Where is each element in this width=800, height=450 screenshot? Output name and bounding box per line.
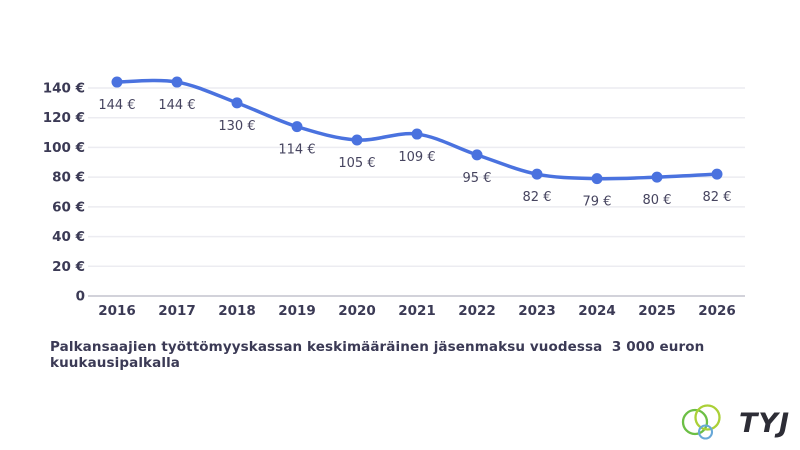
- data-point-marker: [471, 149, 483, 161]
- data-point-label: 109 €: [398, 150, 435, 165]
- data-point-marker: [651, 171, 663, 183]
- logo-blue-circle: [697, 424, 714, 440]
- x-axis-tick-label: 2025: [638, 303, 676, 319]
- data-point-marker: [411, 128, 423, 140]
- data-point-marker: [591, 173, 603, 185]
- y-axis-tick-label: 20 €: [52, 259, 85, 275]
- x-axis-tick-label: 2017: [158, 303, 196, 319]
- data-point-label: 82 €: [703, 190, 732, 205]
- data-point-marker: [711, 168, 723, 180]
- y-axis-tick-label: 40 €: [52, 229, 85, 245]
- data-point-label: 114 €: [278, 143, 315, 158]
- tyj-logo: TYJ: [680, 402, 794, 444]
- y-axis-tick-label: 0: [76, 289, 85, 305]
- data-point-label: 80 €: [643, 193, 672, 208]
- data-point-marker: [171, 76, 183, 88]
- data-point-label: 130 €: [218, 119, 255, 134]
- data-point-label: 105 €: [338, 156, 375, 171]
- x-axis-tick-label: 2020: [338, 303, 376, 319]
- data-point-marker: [291, 121, 303, 133]
- tyj-logo-circles-icon: [681, 404, 721, 440]
- data-point-label: 79 €: [583, 195, 612, 210]
- data-point-label: 95 €: [463, 171, 492, 186]
- x-axis-tick-label: 2022: [458, 303, 496, 319]
- y-axis-tick-label: 100 €: [43, 140, 85, 156]
- x-axis-tick-label: 2016: [98, 303, 136, 319]
- data-point-label: 144 €: [98, 98, 135, 113]
- data-point-marker: [531, 168, 543, 180]
- x-axis-tick-label: 2024: [578, 303, 616, 319]
- y-axis-tick-label: 120 €: [43, 110, 85, 126]
- x-axis-tick-label: 2019: [278, 303, 316, 319]
- tyj-logo-text: TYJ: [738, 407, 790, 439]
- chart-caption: Palkansaajien työttömyyskassan keskimäär…: [50, 339, 710, 371]
- y-axis-tick-label: 60 €: [52, 199, 85, 215]
- data-point-label: 144 €: [158, 98, 195, 113]
- data-point-marker: [111, 76, 123, 88]
- x-axis-tick-label: 2018: [218, 303, 256, 319]
- y-axis-tick-label: 140 €: [43, 81, 85, 97]
- logo-green-circle: [681, 408, 709, 436]
- x-axis-tick-label: 2026: [698, 303, 736, 319]
- membership-fee-line-chart: 0 20 € 40 € 60 € 80 € 100 € 120 € 140 € 2016 2017…: [43, 76, 745, 319]
- logo-lime-circle: [694, 404, 721, 431]
- data-point-marker: [231, 97, 243, 109]
- x-axis-tick-label: 2021: [398, 303, 436, 319]
- y-axis-tick-label: 80 €: [52, 170, 85, 186]
- data-point-marker: [351, 134, 363, 146]
- x-axis-tick-label: 2023: [518, 303, 556, 319]
- data-point-label: 82 €: [523, 190, 552, 205]
